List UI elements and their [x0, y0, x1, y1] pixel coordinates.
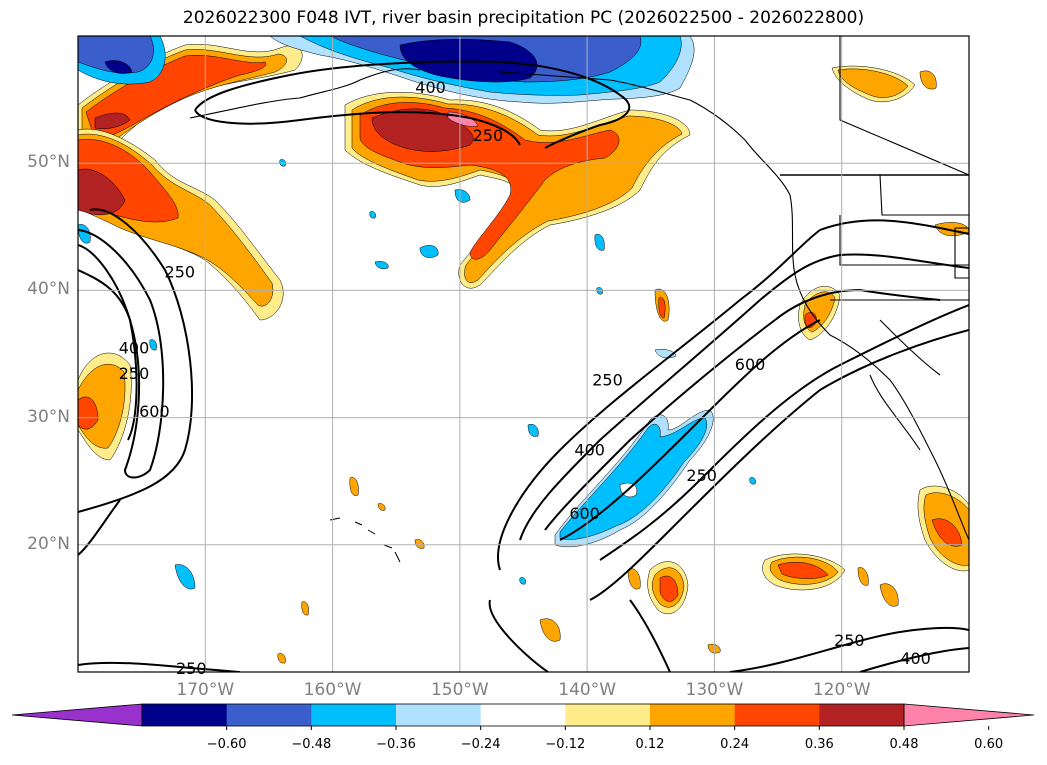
lat-label: 50°N	[27, 152, 70, 173]
lon-label: 170°W	[176, 680, 235, 700]
colorbar-tick-label: 0.60	[974, 737, 1004, 752]
contour-label: 250	[473, 126, 504, 145]
colorbar-tick-label: 0.12	[635, 737, 665, 752]
hawaiian-islands	[329, 517, 401, 563]
contour-label: 250	[119, 364, 150, 383]
colorbar-segment	[565, 704, 651, 726]
contour-label: 250	[176, 659, 207, 678]
colorbar-tick-label: 0.24	[720, 737, 750, 752]
colorbar-extend-max	[903, 703, 1035, 727]
colorbar-tick-label: 0.48	[889, 737, 919, 752]
colorbar-segment	[226, 704, 312, 726]
colorbar-segment	[480, 704, 566, 726]
lon-label: 140°W	[558, 680, 617, 700]
contour-label: 250	[686, 466, 717, 485]
colorbar-segment	[396, 704, 482, 726]
contour-labels: 400 250 250 400 250 600 250 600 400 250 600 250 400 2…	[119, 78, 931, 678]
chart-title: 2026022300 F048 IVT, river basin precipi…	[182, 8, 865, 28]
ivt-contours	[78, 60, 969, 672]
colorbar-segment	[142, 704, 228, 726]
colorbar-outline	[141, 703, 905, 727]
contour-label: 400	[900, 649, 931, 668]
lat-label: 40°N	[27, 279, 70, 300]
colorbar-segment	[819, 704, 905, 726]
colorbar-tick-label: 0.36	[804, 737, 834, 752]
lon-label: 130°W	[685, 680, 744, 700]
contour-label: 400	[119, 339, 150, 358]
lat-label: 30°N	[27, 406, 70, 427]
colorbar-extend-min	[11, 703, 143, 727]
colorbar-segment	[734, 704, 820, 726]
coastlines	[189, 36, 969, 541]
contour-label: 600	[139, 402, 170, 421]
colorbar-tick-label: −0.24	[460, 737, 501, 752]
colorbar-tick-label: −0.12	[545, 737, 586, 752]
positive-pc-areas	[78, 43, 969, 664]
colorbar-tick-label: −0.48	[291, 737, 332, 752]
lon-label: 150°W	[430, 680, 489, 700]
contour-label: 600	[735, 355, 766, 374]
contour-label: 600	[569, 504, 600, 523]
lon-label: 120°W	[812, 680, 871, 700]
lat-label: 20°N	[27, 533, 70, 554]
contour-label: 400	[574, 440, 605, 459]
colorbar-segment	[311, 704, 397, 726]
map-frame	[77, 35, 970, 673]
colorbar	[11, 703, 1035, 730]
colorbar-segment	[650, 704, 736, 726]
lon-label: 160°W	[303, 680, 362, 700]
gridlines	[78, 36, 969, 672]
contour-label: 250	[592, 370, 623, 389]
colorbar-tick-label: −0.36	[376, 737, 416, 752]
contour-label: 400	[415, 78, 446, 97]
colorbar-tick-label: −0.60	[206, 737, 247, 752]
contour-label: 250	[165, 262, 196, 281]
contour-label: 250	[834, 631, 865, 650]
